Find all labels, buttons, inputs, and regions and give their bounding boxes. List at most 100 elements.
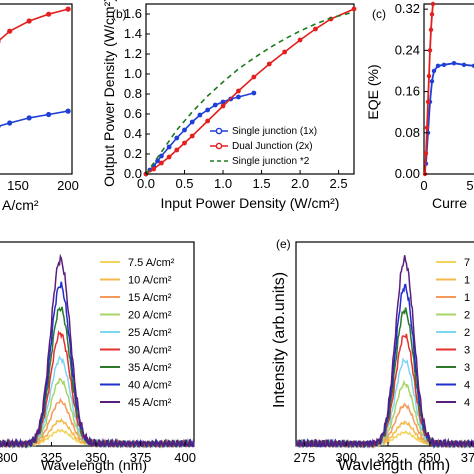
- panel-c: (c) 0.00 0.08 0.16 0.24 0.32 0 5 EQE (%) Cur…: [365, 1, 474, 211]
- panel-d-xticks: 300 325 350 375 400: [0, 442, 196, 465]
- panel-b-series-2-point: [205, 118, 211, 124]
- panel-d-legend-label: 15 A/cm²: [128, 292, 172, 304]
- panel-b-series-2-point: [351, 6, 357, 12]
- panel-d: 300 325 350 375 400 7.5 A/cm² 10 A/cm² 15 A/cm…: [0, 241, 196, 473]
- panel-c-series-1-point: [429, 79, 435, 84]
- panel-e-xticks: 275 300 325 350 375: [294, 442, 474, 465]
- panel-a-xtick-2: 200: [57, 178, 79, 193]
- panel-b-yticks: 0.0 0.2 0.4 0.6 0.8 1.0 1.2 1.4 1.6: [124, 6, 150, 181]
- panel-b-ytick-label: 0.8: [124, 86, 142, 101]
- panel-e-legend-label: 1: [464, 275, 470, 287]
- panel-d-legend-label: 35 A/cm²: [128, 362, 172, 374]
- panel-d-xtick-label: 400: [174, 450, 196, 465]
- panel-b-ylabel: Output Power Density (W/cm²): [101, 0, 117, 187]
- panel-e-legend-label: 3: [464, 362, 470, 374]
- panel-b-series-1-point: [212, 102, 218, 108]
- panel-c-ytick-label: 0.32: [395, 1, 420, 16]
- panel-c-series-2-point: [430, 1, 436, 7]
- panel-c-ytick-label: 0.24: [395, 42, 420, 57]
- legend-label-single: Single junction (1x): [232, 126, 317, 137]
- panel-b-xtick-label: 0.5: [175, 176, 193, 191]
- panel-b-series-1-point: [220, 99, 226, 105]
- panel-c-series-2-point: [429, 12, 435, 17]
- panel-b-series-2-point: [266, 61, 272, 67]
- panel-d-legend-label: 40 A/cm²: [128, 380, 172, 392]
- panel-b-series-2-point: [313, 26, 318, 32]
- panel-d-xtick-label: 325: [41, 450, 63, 465]
- panel-c-series-1-point: [435, 63, 441, 69]
- panel-b-series-1-point: [155, 158, 160, 164]
- panel-b-series-2-point: [182, 140, 187, 146]
- panel-a: 150 200 A/cm²: [0, 3, 79, 213]
- panel-c-series-2-point: [424, 125, 430, 130]
- panel-b-series-3-line: [145, 11, 355, 175]
- panel-b-xtick-label: 1.0: [214, 176, 232, 191]
- panel-b-series-1-point: [182, 127, 187, 133]
- panel-d-xtick-label: 375: [130, 450, 152, 465]
- panel-b-xticks: 0.0 0.5 1.0 1.5 2.0 2.5: [137, 170, 348, 191]
- panel-c-yticks: 0.00 0.08 0.16 0.24 0.32: [395, 1, 428, 181]
- panel-d-legend-label: 10 A/cm²: [128, 275, 172, 287]
- panel-b-ytick-label: 0.6: [124, 106, 142, 121]
- legend-marker-dual: [215, 142, 223, 150]
- panel-b-ytick-label: 1.6: [124, 6, 142, 21]
- panel-b-series-2-point: [166, 154, 172, 160]
- panel-b-series-1-point: [236, 94, 241, 100]
- panel-c-series-2-point: [427, 48, 433, 53]
- panel-e-legend-label: 3: [464, 345, 470, 357]
- panel-b-series-2-point: [174, 147, 180, 153]
- panel-c-series-1-point: [471, 63, 474, 69]
- panel-a-frame: [0, 3, 73, 175]
- panel-c-frame: [423, 3, 474, 175]
- panel-b-ytick-label: 1.2: [124, 46, 142, 61]
- panel-e-xtick-label: 375: [461, 450, 474, 465]
- panel-e-xlabel: Wavlength (nm): [338, 457, 450, 474]
- panel-c-xtick-2: 5: [466, 178, 473, 193]
- panel-d-xtick-label: 300: [0, 450, 18, 465]
- panel-a-series-1-point: [26, 18, 32, 24]
- panel-d-legend-label: 7.5 A/cm²: [128, 257, 175, 269]
- panel-a-series-2-point: [7, 120, 13, 126]
- panel-c-series-1-point: [431, 68, 437, 74]
- panel-e-plot: [295, 255, 474, 449]
- panel-c-series-1-point: [441, 62, 447, 67]
- panel-a-series-1-point: [46, 11, 52, 17]
- panel-e-ylabel: Intensity (arb.units): [271, 272, 288, 408]
- panel-c-label: (c): [372, 7, 386, 21]
- panel-a-series-1-point: [65, 6, 71, 12]
- panel-e-legend-label: 2: [464, 310, 470, 322]
- panel-b-series-2-point: [251, 74, 257, 80]
- panel-b-label: (b): [112, 7, 127, 21]
- panel-a-xtick-1: 150: [7, 178, 29, 193]
- panel-b-frame: [145, 3, 355, 175]
- panel-c-ytick-label: 0.00: [395, 166, 420, 181]
- panel-b-series-1-point: [174, 135, 180, 141]
- panel-b-series-2-point: [282, 49, 288, 55]
- panel-d-legend-label: 30 A/cm²: [128, 345, 172, 357]
- panel-e-legend-label: 1: [464, 292, 470, 304]
- panel-a-series-1-point: [0, 39, 1, 44]
- panel-e: (e) 275 300 325 350 375 7 1 1 2 2 3 3 4 4 Intensity …: [271, 237, 474, 474]
- panel-e-xtick-label: 275: [294, 450, 316, 465]
- panel-a-series-2-point: [26, 115, 32, 121]
- panel-b-ytick-label: 1.4: [124, 26, 142, 41]
- panel-e-legend-label: 7: [464, 257, 470, 269]
- panel-b-series-1-point: [189, 119, 195, 125]
- panel-b-series-1-line: [145, 92, 255, 175]
- panel-a-series-1-point: [7, 28, 13, 34]
- panel-a-plot: [0, 6, 71, 129]
- panel-a-series-2-point: [46, 111, 52, 118]
- panel-e-frame: [295, 241, 474, 447]
- panel-d-xlabel: Wavelength (nm): [41, 457, 147, 473]
- panel-b-series-1-point: [205, 107, 211, 113]
- panel-c-plot: [422, 1, 474, 177]
- panel-b-series-2-point: [297, 37, 303, 43]
- panel-b-xtick-label: 2.0: [291, 176, 309, 191]
- panel-b-ytick-label: 0.0: [124, 166, 142, 181]
- panel-a-series-2-point: [65, 108, 71, 114]
- panel-e-spectrum-9: [295, 255, 474, 449]
- panel-e-legend: 7 1 1 2 2 3 3 4 4: [436, 257, 470, 409]
- panel-b-series-2-point: [151, 166, 157, 172]
- panel-c-series-1-point: [461, 62, 467, 67]
